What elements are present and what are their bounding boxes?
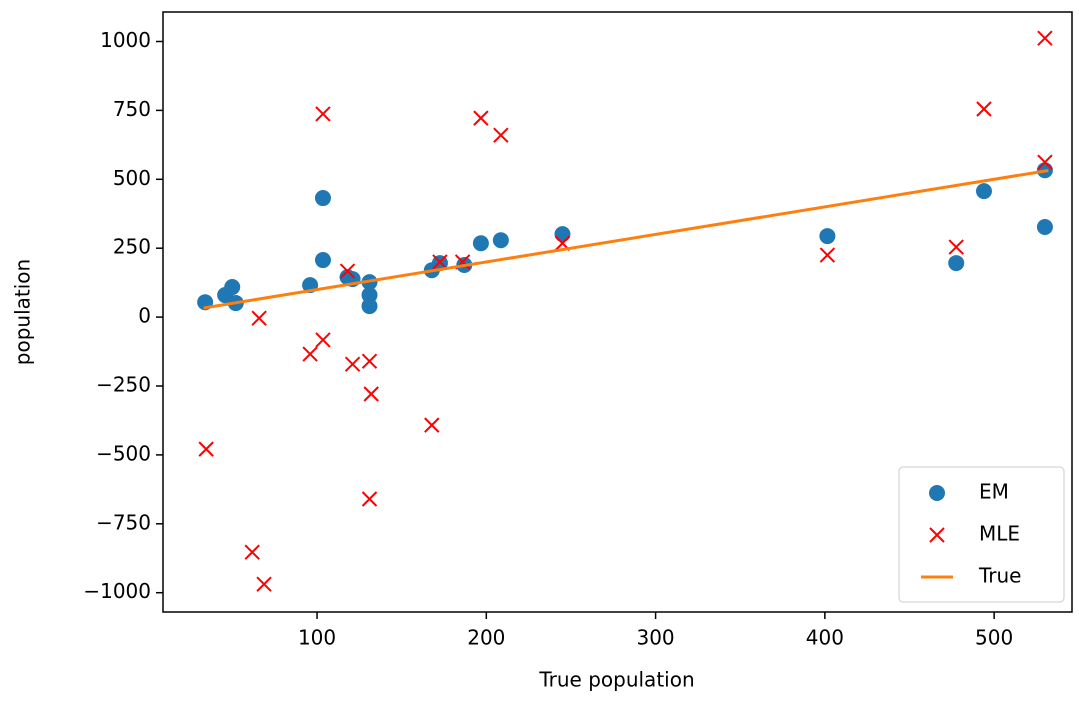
x-tick-label: 500 bbox=[975, 626, 1013, 650]
y-tick-label: −250 bbox=[96, 373, 151, 397]
mle-point bbox=[1037, 154, 1053, 170]
em-point bbox=[975, 183, 992, 200]
y-tick-label: 0 bbox=[138, 304, 151, 328]
em-point bbox=[929, 485, 945, 501]
mle-point bbox=[493, 127, 509, 143]
y-tick-label: 750 bbox=[113, 97, 151, 121]
em-point bbox=[492, 232, 509, 249]
mle-point bbox=[198, 441, 214, 457]
x-tick-label: 300 bbox=[636, 626, 674, 650]
y-tick-label: 1000 bbox=[100, 28, 151, 52]
em-point bbox=[472, 235, 489, 252]
em-point bbox=[819, 228, 836, 245]
em-point bbox=[224, 279, 241, 296]
x-tick-label: 400 bbox=[806, 626, 844, 650]
mle-point bbox=[256, 576, 272, 592]
mle-point bbox=[819, 247, 836, 263]
mle-point bbox=[302, 346, 318, 362]
legend-label: MLE bbox=[979, 522, 1020, 546]
mle-point bbox=[344, 356, 361, 372]
legend-label: True bbox=[978, 564, 1021, 588]
mle-point bbox=[473, 110, 489, 126]
em-point bbox=[314, 252, 331, 269]
mle-point bbox=[424, 417, 440, 433]
mle-point bbox=[948, 239, 964, 255]
mle-point bbox=[315, 106, 331, 122]
legend-box bbox=[898, 466, 1065, 603]
legend-label: EM bbox=[979, 480, 1009, 504]
y-tick-label: −500 bbox=[96, 441, 151, 465]
legend: EM MLE True bbox=[898, 466, 1065, 603]
em-point bbox=[361, 298, 378, 315]
y-tick-label: 250 bbox=[113, 235, 151, 259]
mle-point bbox=[251, 310, 267, 326]
mle-point bbox=[244, 544, 260, 560]
y-tick-label: 500 bbox=[113, 166, 151, 190]
em-point bbox=[361, 287, 378, 304]
mle-point bbox=[315, 332, 331, 348]
em-point bbox=[554, 226, 571, 243]
mle-point bbox=[976, 101, 992, 117]
mle-point bbox=[929, 527, 945, 543]
em-point bbox=[948, 255, 965, 272]
plot-frame bbox=[162, 11, 1073, 613]
mle-point bbox=[361, 353, 378, 369]
em-point bbox=[1036, 218, 1053, 235]
y-tick-label: −750 bbox=[96, 510, 151, 534]
true-line bbox=[203, 168, 1049, 310]
mle-point bbox=[339, 263, 356, 279]
x-tick-label: 100 bbox=[298, 626, 336, 650]
mle-point bbox=[363, 386, 379, 402]
y-tick-label: −1000 bbox=[83, 579, 151, 603]
y-axis-label: population bbox=[11, 259, 35, 365]
mle-point bbox=[1037, 30, 1053, 46]
x-axis-label: True population bbox=[538, 668, 694, 692]
mle-point bbox=[432, 254, 448, 270]
x-tick-label: 200 bbox=[467, 626, 505, 650]
em-point bbox=[314, 190, 331, 207]
mle-point bbox=[361, 491, 378, 507]
